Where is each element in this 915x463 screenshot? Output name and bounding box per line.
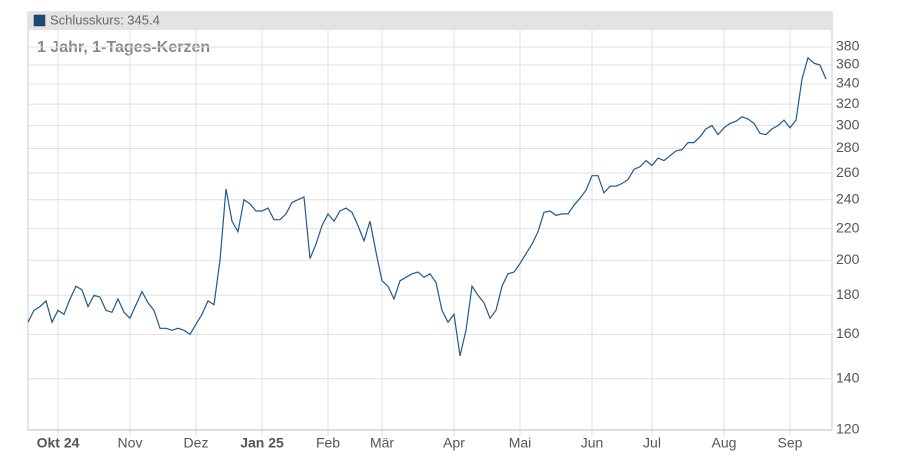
y-tick-label: 340 [836,75,860,91]
y-tick-label: 260 [836,164,860,180]
x-tick-label: Jul [643,435,661,451]
x-tick-label: Sep [778,435,803,451]
x-tick-label: Jun [581,435,604,451]
y-tick-label: 320 [836,95,860,111]
y-tick-label: 140 [836,369,860,385]
price-line [27,56,827,357]
y-tick-label: 180 [836,286,860,302]
y-tick-label: 160 [836,325,860,341]
x-tick-label: Feb [316,435,340,451]
y-tick-label: 240 [836,190,860,206]
plot-frame [27,11,833,431]
legend-bar [28,12,832,30]
y-tick-label: 280 [836,139,860,155]
legend-swatch [33,14,46,27]
x-tick-label: Mär [370,435,394,451]
y-tick-label: 120 [836,421,860,437]
y-tick-label: 300 [836,116,860,132]
subtitle: 1 Jahr, 1-Tages-Kerzen [37,39,210,56]
x-tick-label: Okt 24 [37,435,80,451]
x-tick-label: Jan 25 [240,435,284,451]
legend-label: Schlusskurs: 345.4 [50,12,160,27]
x-tick-label: Dez [184,435,209,451]
y-tick-label: 200 [836,251,860,267]
x-tick-label: Aug [712,435,737,451]
y-tick-label: 220 [836,219,860,235]
x-tick-label: Apr [443,435,465,451]
y-tick-label: 360 [836,56,860,72]
x-tick-label: Mai [509,435,532,451]
y-tick-label: 380 [836,38,860,54]
x-tick-label: Nov [118,435,143,451]
